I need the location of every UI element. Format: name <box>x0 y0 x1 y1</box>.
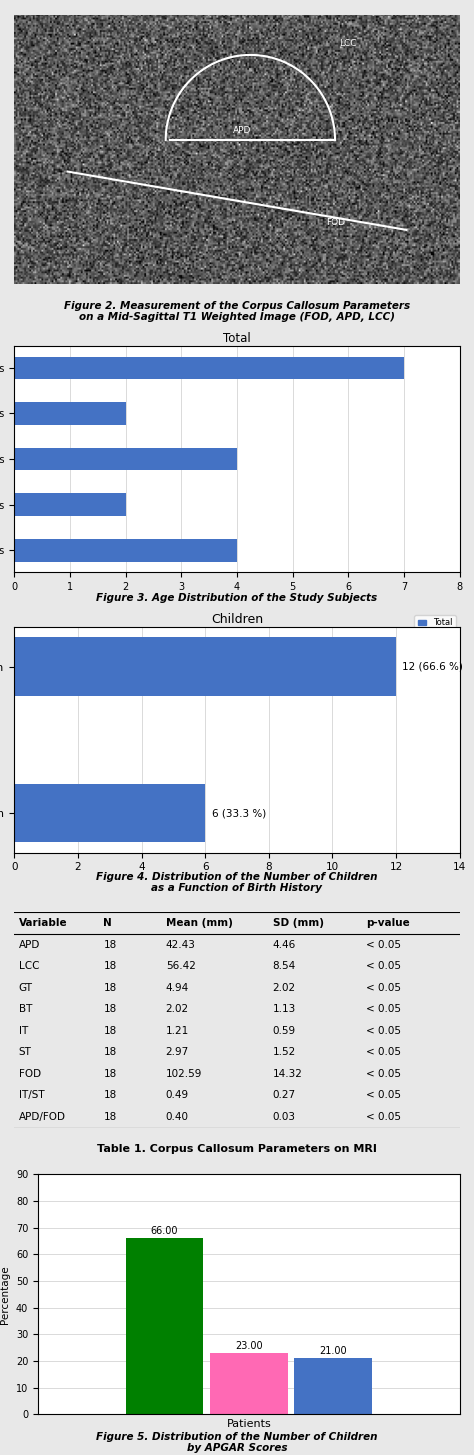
Text: 2.02: 2.02 <box>166 1004 189 1014</box>
Title: Children: Children <box>211 613 263 626</box>
Text: GT: GT <box>18 982 33 992</box>
Text: 0.40: 0.40 <box>166 1112 189 1122</box>
Text: 14.32: 14.32 <box>273 1069 302 1078</box>
Text: < 0.05: < 0.05 <box>366 940 401 950</box>
Text: LCC: LCC <box>18 962 39 970</box>
Text: Figure 5. Distribution of the Number of Children
by APGAR Scores: Figure 5. Distribution of the Number of … <box>96 1432 378 1454</box>
Text: 2.97: 2.97 <box>166 1048 189 1058</box>
Text: 6 (33.3 %): 6 (33.3 %) <box>211 808 266 818</box>
Text: Figure 2. Measurement of the Corpus Callosum Parameters
on a Mid-Sagittal T1 Wei: Figure 2. Measurement of the Corpus Call… <box>64 301 410 322</box>
Text: SD (mm): SD (mm) <box>273 918 324 928</box>
Text: < 0.05: < 0.05 <box>366 1048 401 1058</box>
Text: IT: IT <box>18 1026 28 1036</box>
Text: < 0.05: < 0.05 <box>366 962 401 970</box>
Text: APD: APD <box>233 127 251 135</box>
Text: 102.59: 102.59 <box>166 1069 202 1078</box>
Text: 18: 18 <box>103 962 117 970</box>
Bar <box>14 784 205 842</box>
Text: < 0.05: < 0.05 <box>366 1026 401 1036</box>
Text: < 0.05: < 0.05 <box>366 1090 401 1100</box>
Text: 18: 18 <box>103 982 117 992</box>
Text: < 0.05: < 0.05 <box>366 982 401 992</box>
Text: Figure 3. Age Distribution of the Study Subjects: Figure 3. Age Distribution of the Study … <box>96 594 378 602</box>
Text: 18: 18 <box>103 1112 117 1122</box>
Title: Total: Total <box>223 332 251 345</box>
Bar <box>14 538 237 562</box>
Text: 18: 18 <box>103 1090 117 1100</box>
Text: 66.00: 66.00 <box>151 1227 178 1237</box>
Text: Mean (mm): Mean (mm) <box>166 918 233 928</box>
Bar <box>14 637 396 695</box>
Text: 8.54: 8.54 <box>273 962 296 970</box>
Text: 0.03: 0.03 <box>273 1112 296 1122</box>
Text: 1.21: 1.21 <box>166 1026 189 1036</box>
Text: 21.00: 21.00 <box>319 1346 347 1356</box>
Text: FOD: FOD <box>18 1069 41 1078</box>
Text: 0.59: 0.59 <box>273 1026 296 1036</box>
Bar <box>14 493 126 517</box>
Text: FOD: FOD <box>326 218 345 227</box>
Bar <box>14 448 237 470</box>
Text: LCC: LCC <box>339 39 357 48</box>
Text: 18: 18 <box>103 1069 117 1078</box>
Bar <box>210 1353 288 1414</box>
Text: ST: ST <box>18 1048 32 1058</box>
Text: 42.43: 42.43 <box>166 940 196 950</box>
Text: 23.00: 23.00 <box>235 1340 263 1350</box>
Text: 18: 18 <box>103 1026 117 1036</box>
Text: 12 (66.6 %): 12 (66.6 %) <box>402 662 464 672</box>
Legend: Total: Total <box>414 615 456 631</box>
Text: APD: APD <box>18 940 40 950</box>
Text: 1.52: 1.52 <box>273 1048 296 1058</box>
Text: Figure 4. Distribution of the Number of Children
as a Function of Birth History: Figure 4. Distribution of the Number of … <box>96 872 378 893</box>
Bar <box>294 1359 372 1414</box>
Bar <box>126 1238 203 1414</box>
Text: < 0.05: < 0.05 <box>366 1004 401 1014</box>
Text: Table 1. Corpus Callosum Parameters on MRI: Table 1. Corpus Callosum Parameters on M… <box>97 1144 377 1154</box>
Text: 4.94: 4.94 <box>166 982 189 992</box>
Text: p-value: p-value <box>366 918 410 928</box>
Bar <box>14 402 126 425</box>
Text: 18: 18 <box>103 1004 117 1014</box>
Text: 2.02: 2.02 <box>273 982 296 992</box>
Text: 0.27: 0.27 <box>273 1090 296 1100</box>
Text: N: N <box>103 918 112 928</box>
Text: < 0.05: < 0.05 <box>366 1112 401 1122</box>
Y-axis label: Percentage: Percentage <box>0 1264 10 1324</box>
Text: 0.49: 0.49 <box>166 1090 189 1100</box>
Text: 56.42: 56.42 <box>166 962 196 970</box>
Bar <box>14 356 404 380</box>
Text: 18: 18 <box>103 1048 117 1058</box>
Text: 1.13: 1.13 <box>273 1004 296 1014</box>
Text: < 0.05: < 0.05 <box>366 1069 401 1078</box>
Text: IT/ST: IT/ST <box>18 1090 44 1100</box>
Text: APD/FOD: APD/FOD <box>18 1112 66 1122</box>
Text: Variable: Variable <box>18 918 67 928</box>
Text: 18: 18 <box>103 940 117 950</box>
Text: 4.46: 4.46 <box>273 940 296 950</box>
Text: BT: BT <box>18 1004 32 1014</box>
